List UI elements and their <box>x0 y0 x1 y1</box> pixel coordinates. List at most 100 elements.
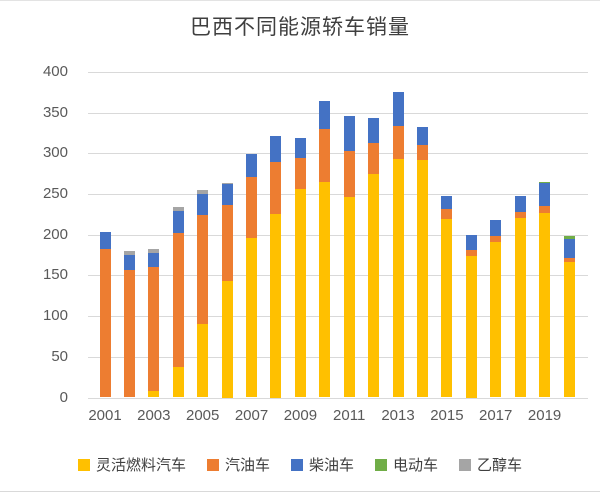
bar-segment-diesel <box>368 117 380 143</box>
bar-2014 <box>417 126 428 398</box>
bar-2001 <box>99 232 111 398</box>
bar-segment-electric <box>539 181 551 184</box>
bar-segment-flex-fuel <box>563 262 575 398</box>
bar-2007 <box>246 154 257 398</box>
gridline-150 <box>88 275 588 277</box>
bar-segment-diesel <box>539 183 551 207</box>
legend-item-diesel: 柴油车 <box>290 454 354 475</box>
x-tick-label: 2007 <box>234 407 269 424</box>
bar-segment-flex-fuel <box>490 242 502 398</box>
legend-item-gasoline: 汽油车 <box>206 454 270 475</box>
bar-segment-diesel <box>319 100 331 129</box>
bar-segment-gasoline <box>490 236 502 243</box>
bar-segment-flex-fuel <box>514 218 526 398</box>
bar-segment-flex-fuel <box>343 197 355 398</box>
bar-segment-flex-fuel <box>319 181 331 398</box>
bar-segment-flex-fuel <box>441 219 453 398</box>
bar-2015 <box>441 195 453 398</box>
bar-2008 <box>270 135 282 398</box>
bar-2019 <box>539 181 551 398</box>
bar-segment-flex-fuel <box>417 159 428 398</box>
bar-2016 <box>465 234 477 398</box>
bar-2009 <box>294 137 306 398</box>
y-tick-label: 350 <box>42 103 68 121</box>
legend-label-ethanol: 乙醇车 <box>477 457 523 474</box>
bar-segment-gasoline <box>246 176 257 238</box>
x-tick-label: 2019 <box>527 407 562 424</box>
bar-segment-gasoline <box>197 215 209 325</box>
bar-segment-diesel <box>99 232 111 249</box>
bar-segment-gasoline <box>148 267 160 391</box>
bar-2003 <box>148 248 160 398</box>
x-tick-label: 2005 <box>186 407 220 424</box>
x-tick-label: 2009 <box>283 407 318 424</box>
bar-2013 <box>392 92 404 398</box>
y-tick-label: 250 <box>42 185 68 203</box>
y-tick-label: 150 <box>42 266 68 284</box>
legend-swatch-flex-fuel <box>77 458 90 471</box>
bar-segment-flex-fuel <box>368 173 380 398</box>
bar-segment-gasoline <box>123 269 135 398</box>
gridline-0 <box>88 397 588 399</box>
chart-title: 巴西不同能源轿车销量 <box>190 16 410 39</box>
bar-segment-diesel <box>148 253 160 268</box>
bar-segment-diesel <box>246 154 257 177</box>
gridline-200 <box>88 234 588 236</box>
bar-segment-diesel <box>465 234 477 251</box>
y-tick-label: 50 <box>51 347 68 365</box>
bar-segment-gasoline <box>294 158 306 190</box>
bar-segment-ethanol <box>221 182 233 185</box>
legend-item-ethanol: 乙醇车 <box>459 454 522 475</box>
gridline-250 <box>88 194 588 196</box>
y-tick-label: 0 <box>59 388 68 406</box>
gridline-350 <box>88 112 588 114</box>
bar-2005 <box>197 190 209 398</box>
bar-segment-diesel <box>123 255 135 270</box>
bar-segment-gasoline <box>392 125 404 160</box>
legend-swatch-electric <box>375 458 387 471</box>
bar-segment-diesel <box>392 92 404 126</box>
legend-swatch-gasoline <box>206 458 219 471</box>
bar-2012 <box>368 117 380 398</box>
bar-segment-gasoline <box>99 248 111 398</box>
bar-segment-ethanol <box>197 190 209 195</box>
bar-segment-flex-fuel <box>270 214 282 398</box>
bar-segment-diesel <box>563 238 575 259</box>
bar-segment-gasoline <box>368 142 380 174</box>
bar-2011 <box>343 115 355 398</box>
bar-segment-diesel <box>490 220 502 237</box>
bar-segment-flex-fuel <box>294 189 306 398</box>
bar-segment-diesel <box>294 137 306 159</box>
legend-label-gasoline: 汽油车 <box>224 457 270 474</box>
bar-segment-gasoline <box>539 206 551 213</box>
bar-segment-flex-fuel <box>392 159 404 398</box>
bar-2020 <box>563 236 575 398</box>
bar-segment-flex-fuel <box>197 324 209 398</box>
gridline-300 <box>88 153 588 155</box>
bar-segment-gasoline <box>465 250 477 256</box>
x-tick-label: 2015 <box>430 407 464 424</box>
x-tick-label: 2011 <box>333 407 366 424</box>
bar-2017 <box>490 220 502 398</box>
gridline-400 <box>88 72 588 73</box>
bar-segment-gasoline <box>319 129 331 182</box>
y-tick-label: 400 <box>42 63 68 80</box>
gridline-100 <box>88 316 588 318</box>
bar-segment-diesel <box>172 211 184 234</box>
bar-segment-gasoline <box>172 233 184 368</box>
bar-segment-diesel <box>197 194 209 216</box>
bar-2018 <box>514 195 526 398</box>
bar-segment-diesel <box>270 135 282 163</box>
bar-segment-ethanol <box>148 248 160 254</box>
y-tick-label: 200 <box>42 225 68 243</box>
x-tick-label: 2001 <box>88 407 122 424</box>
bar-segment-gasoline <box>417 145 428 160</box>
bar-segment-gasoline <box>270 162 282 215</box>
x-tick-label: 2013 <box>381 407 415 424</box>
bar-segment-gasoline <box>221 205 233 282</box>
y-tick-label: 300 <box>42 144 68 162</box>
legend-label-electric: 电动车 <box>393 457 439 474</box>
bar-segment-ethanol <box>123 251 135 256</box>
bar-segment-gasoline <box>563 258 575 263</box>
